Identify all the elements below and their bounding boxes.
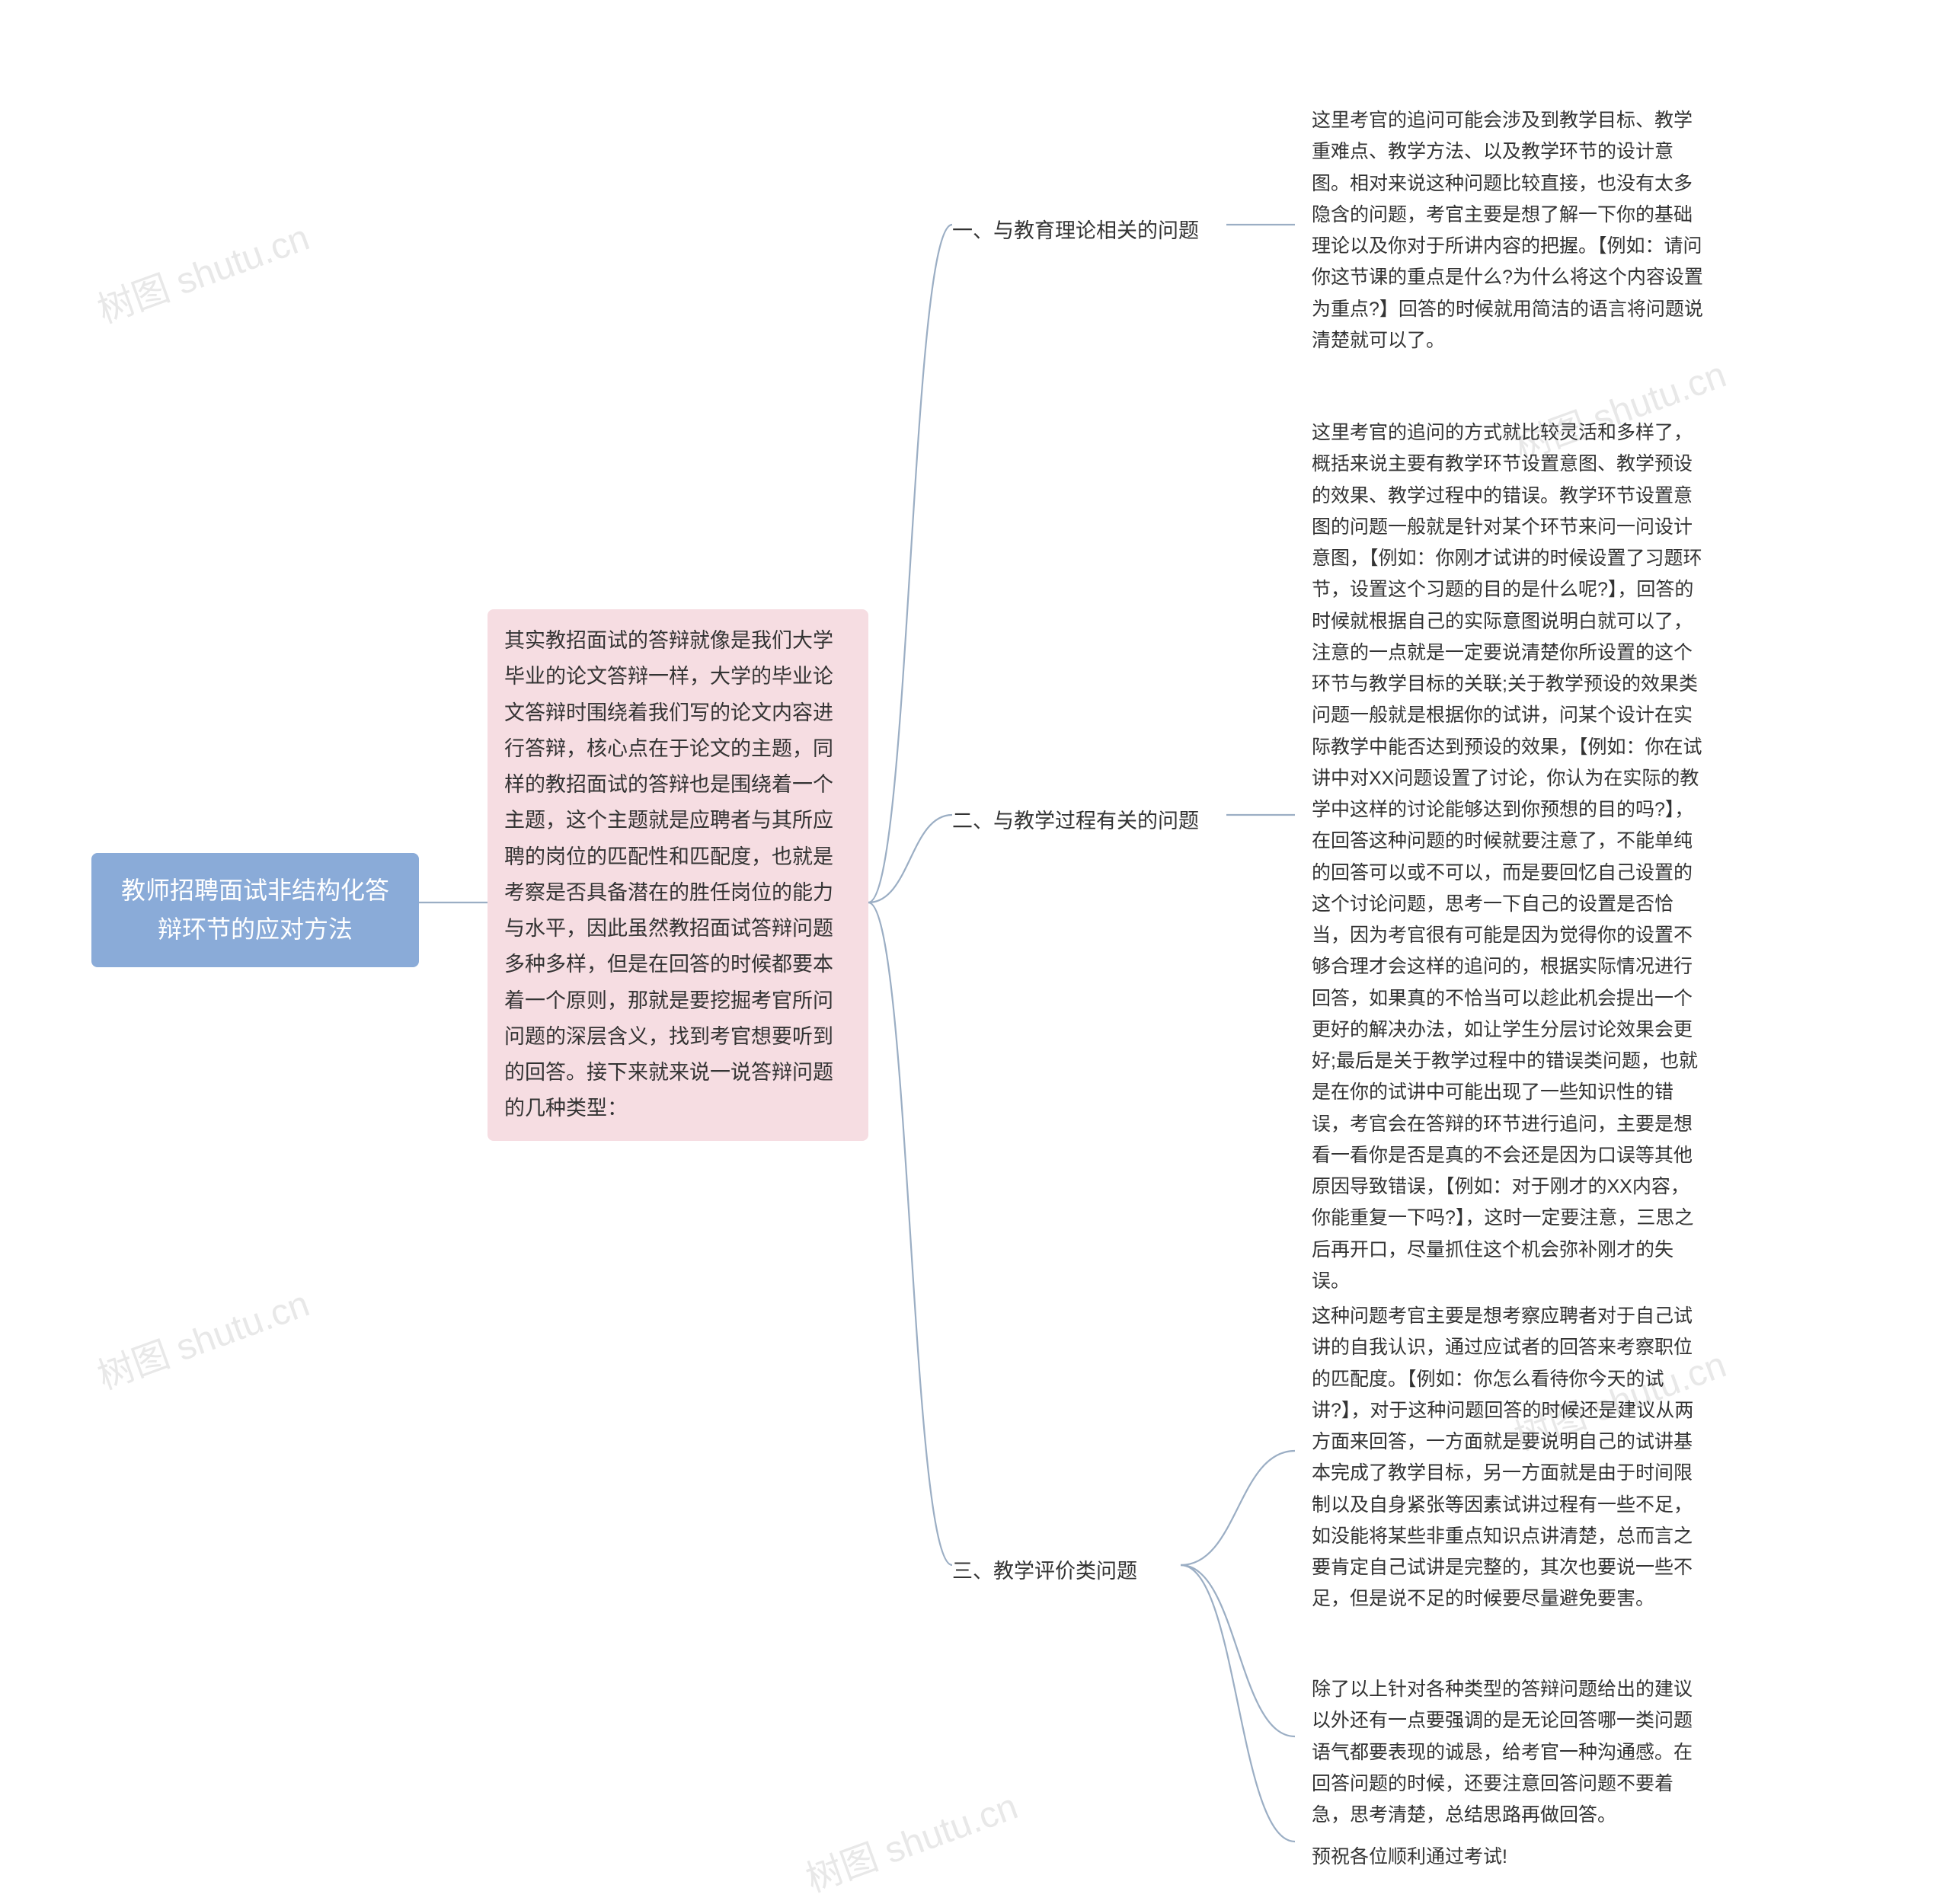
category-3-label: 三、教学评价类问题	[952, 1560, 1137, 1583]
leaf-2-text: 这里考官的追问的方式就比较灵活和多样了，概括来说主要有教学环节设置意图、教学预设…	[1312, 422, 1702, 1292]
category-2: 二、与教学过程有关的问题	[952, 800, 1199, 844]
leaf-1: 这里考官的追问可能会涉及到教学目标、教学重难点、教学方法、以及教学环节的设计意图…	[1295, 91, 1721, 370]
leaf-3c: 预祝各位顺利通过考试!	[1295, 1828, 1721, 1886]
leaf-3b: 除了以上针对各种类型的答辩问题给出的建议以外还有一点要强调的是无论回答哪一类问题…	[1295, 1660, 1721, 1845]
watermark: 树图 shutu.cn	[89, 1273, 315, 1399]
leaf-3a-text: 这种问题考官主要是想考察应聘者对于自己试讲的自我认识，通过应试者的回答来考察职位…	[1312, 1305, 1693, 1609]
leaf-3a: 这种问题考官主要是想考察应聘者对于自己试讲的自我认识，通过应试者的回答来考察职位…	[1295, 1287, 1721, 1629]
leaf-1-text: 这里考官的追问可能会涉及到教学目标、教学重难点、教学方法、以及教学环节的设计意图…	[1312, 110, 1703, 351]
leaf-2: 这里考官的追问的方式就比较灵活和多样了，概括来说主要有教学环节设置意图、教学预设…	[1295, 404, 1721, 1311]
root-node: 教师招聘面试非结构化答辩环节的应对方法	[91, 853, 419, 967]
category-1: 一、与教育理论相关的问题	[952, 209, 1199, 254]
root-title: 教师招聘面试非结构化答辩环节的应对方法	[121, 877, 389, 943]
leaf-3b-text: 除了以上针对各种类型的答辩问题给出的建议以外还有一点要强调的是无论回答哪一类问题…	[1312, 1679, 1693, 1826]
leaf-3c-text: 预祝各位顺利通过考试!	[1312, 1846, 1507, 1867]
intro-text: 其实教招面试的答辩就像是我们大学毕业的论文答辩一样，大学的毕业论文答辩时围绕着我…	[504, 629, 833, 1120]
category-2-label: 二、与教学过程有关的问题	[952, 810, 1199, 832]
intro-node: 其实教招面试的答辩就像是我们大学毕业的论文答辩一样，大学的毕业论文答辩时围绕着我…	[488, 609, 868, 1141]
watermark: 树图 shutu.cn	[798, 1776, 1024, 1902]
category-3: 三、教学评价类问题	[952, 1550, 1137, 1594]
watermark: 树图 shutu.cn	[89, 207, 315, 333]
category-1-label: 一、与教育理论相关的问题	[952, 219, 1199, 242]
